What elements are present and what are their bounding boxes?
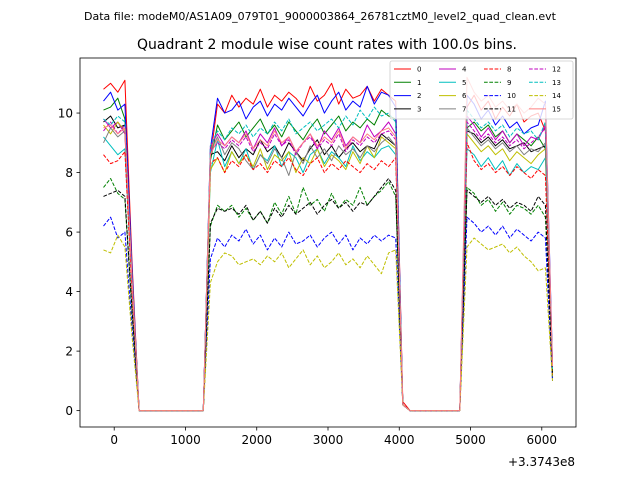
legend-label-0: 0 xyxy=(417,66,421,74)
x-tick-label: 1000 xyxy=(170,433,201,447)
series-line-9 xyxy=(103,178,553,412)
y-tick-label: 10 xyxy=(58,106,73,120)
legend-label-2: 2 xyxy=(417,92,421,100)
y-tick-label: 4 xyxy=(65,285,73,299)
legend-label-12: 12 xyxy=(552,66,561,74)
legend-label-15: 15 xyxy=(552,105,561,113)
x-tick-label: 6000 xyxy=(527,433,558,447)
series-line-13 xyxy=(103,106,553,412)
legend-label-10: 10 xyxy=(507,92,516,100)
y-tick-label: 0 xyxy=(65,404,73,418)
legend-label-6: 6 xyxy=(462,92,467,100)
series-line-10 xyxy=(103,216,553,412)
legend-box xyxy=(389,60,574,120)
series-line-2 xyxy=(103,85,553,412)
series-line-1 xyxy=(103,97,553,412)
y-tick-label: 2 xyxy=(65,344,73,358)
series-line-12 xyxy=(103,121,553,412)
y-tick-label: 8 xyxy=(65,166,73,180)
legend-label-3: 3 xyxy=(417,105,421,113)
legend-label-4: 4 xyxy=(462,66,467,74)
legend-label-7: 7 xyxy=(462,105,466,113)
legend-label-1: 1 xyxy=(417,79,421,87)
legend-label-13: 13 xyxy=(552,79,561,87)
legend-label-9: 9 xyxy=(507,79,511,87)
series-line-5 xyxy=(103,136,553,412)
y-tick-label: 6 xyxy=(65,225,73,239)
legend-label-5: 5 xyxy=(462,79,466,87)
x-tick-label: 2000 xyxy=(241,433,272,447)
x-tick-label: 4000 xyxy=(384,433,415,447)
legend-label-11: 11 xyxy=(507,105,516,113)
series-line-8 xyxy=(103,142,553,412)
legend-label-14: 14 xyxy=(552,92,561,100)
x-tick-label: 0 xyxy=(110,433,118,447)
figure-suptitle: Data file: modeM0/AS1A09_079T01_90000038… xyxy=(84,10,557,23)
x-tick-label: 3000 xyxy=(313,433,344,447)
x-offset-label: +3.3743e8 xyxy=(508,455,575,469)
chart-title: Quadrant 2 module wise count rates with … xyxy=(137,37,517,53)
series-line-11 xyxy=(103,178,553,412)
series-line-7 xyxy=(103,127,553,412)
legend-label-8: 8 xyxy=(507,66,511,74)
x-tick-label: 5000 xyxy=(455,433,486,447)
